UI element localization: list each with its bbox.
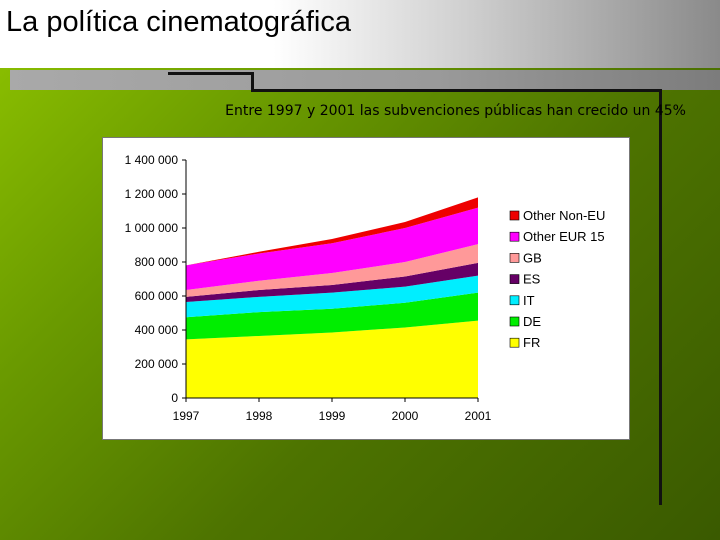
- deco-line-vertical: [659, 89, 662, 505]
- y-tick-label: 1 000 000: [125, 221, 179, 235]
- slide-title: La política cinematográfica: [6, 6, 351, 38]
- stacked-area-chart: 0 200 000 400 000 600 000 800 000 1 000 000 1 …: [125, 153, 606, 423]
- slide-subtitle: Entre 1997 y 2001 las subvenciones públi…: [225, 103, 686, 119]
- legend-swatch-gb: [509, 253, 520, 263]
- x-tick-label: 2001: [465, 409, 492, 423]
- legend-label-other-eur-15: Other EUR 15: [523, 229, 605, 244]
- y-tick-label: 400 000: [135, 323, 179, 337]
- title-bar: La política cinematográfica: [0, 0, 720, 68]
- area-es: [186, 262, 478, 302]
- area-de: [186, 292, 478, 340]
- legend-label-gb: GB: [523, 250, 542, 265]
- legend-label-de: DE: [523, 314, 541, 329]
- chart-frame: 0 200 000 400 000 600 000 800 000 1 000 000 1 …: [102, 137, 630, 440]
- y-tick-label: 1 400 000: [125, 153, 179, 167]
- legend-label-fr: FR: [523, 335, 540, 350]
- deco-line-right: [251, 89, 662, 92]
- legend-swatch-fr: [509, 337, 520, 348]
- y-tick-label: 0: [171, 391, 178, 405]
- legend-swatch-de: [509, 316, 520, 327]
- area-gb: [186, 244, 478, 297]
- x-tick-label: 1997: [173, 409, 200, 423]
- legend-swatch-es: [509, 274, 520, 284]
- deco-line-drop: [251, 72, 254, 92]
- legend-swatch-it: [509, 295, 520, 306]
- deco-line-top: [168, 72, 253, 75]
- legend-label-it: IT: [523, 293, 535, 308]
- x-tick-label: 1998: [246, 409, 273, 423]
- legend-label-other-non-eu: Other Non-EU: [523, 208, 605, 223]
- legend-label-es: ES: [523, 272, 541, 287]
- y-tick-label: 200 000: [135, 357, 179, 371]
- x-tick-label: 2000: [392, 409, 419, 423]
- area-it: [186, 275, 478, 318]
- y-tick-label: 1 200 000: [125, 187, 179, 201]
- legend-swatch-other-non-eu: [509, 210, 520, 221]
- legend-swatch-other-eur-15: [509, 231, 520, 242]
- header-band: [10, 70, 720, 90]
- x-tick-label: 1999: [319, 409, 346, 423]
- area-fr: [186, 320, 478, 398]
- y-tick-label: 800 000: [135, 255, 179, 269]
- y-tick-label: 600 000: [135, 289, 179, 303]
- area-other-eur-15: [186, 207, 478, 291]
